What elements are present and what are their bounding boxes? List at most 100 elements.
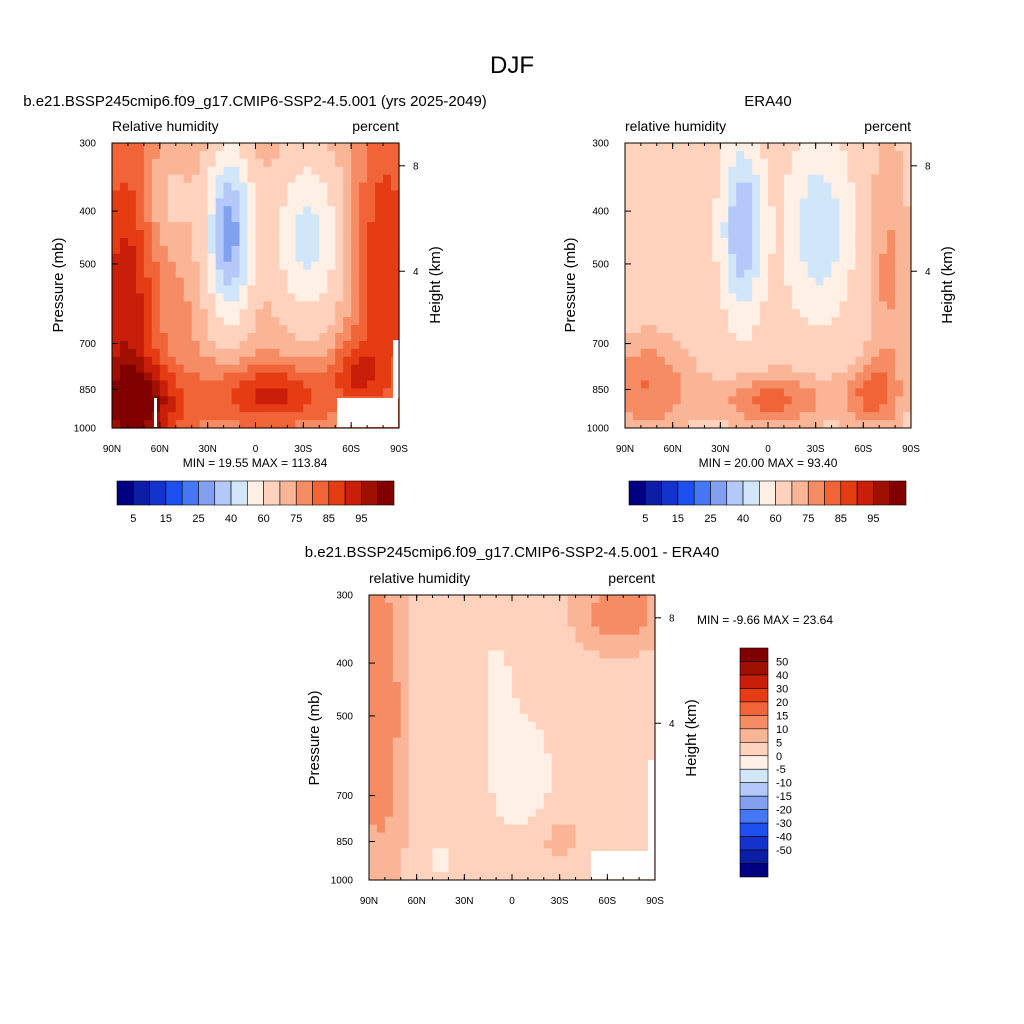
contour-cell [440, 816, 450, 826]
contour-cell [199, 206, 209, 215]
contour-cell [791, 230, 801, 239]
contour-cell [151, 206, 161, 215]
contour-cell [752, 150, 761, 160]
contour-cell [215, 309, 225, 318]
contour-cell [760, 214, 769, 223]
contour-cell [736, 158, 745, 168]
contour-cell [712, 301, 721, 310]
contour-cell [335, 182, 344, 192]
panel-title: b.e21.BSSP245cmip6.f09_g17.CMIP6-SSP2-4.… [305, 544, 719, 561]
contour-cell [512, 872, 521, 881]
contour-cell [631, 785, 640, 794]
contour-cell [720, 190, 729, 200]
contour-cell [615, 832, 624, 842]
contour-cell [239, 277, 249, 287]
contour-cell [720, 214, 729, 223]
contour-cell [720, 230, 729, 239]
contour-cell [231, 380, 241, 390]
contour-cell [384, 682, 394, 691]
contour-cell [527, 658, 537, 667]
contour-cell [359, 143, 368, 152]
contour-cell [175, 174, 185, 184]
contour-cell [127, 412, 137, 421]
contour-cell [760, 230, 769, 239]
contour-cell [231, 166, 241, 176]
contour-cell [768, 158, 777, 168]
contour-cell [728, 143, 737, 152]
contour-cell [895, 269, 904, 279]
contour-cell [376, 721, 386, 731]
contour-cell [279, 253, 288, 263]
contour-cell [728, 412, 737, 421]
contour-cell [847, 245, 856, 255]
contour-cell [887, 348, 896, 358]
contour-cell [255, 372, 265, 382]
contour-cell [359, 309, 368, 318]
contour-cell [151, 372, 161, 382]
contour-cell [383, 317, 392, 326]
contour-cell [768, 388, 777, 397]
contour-cell [400, 840, 410, 849]
contour-cell [512, 721, 521, 731]
contour-cell [263, 364, 273, 374]
contour-cell [392, 666, 402, 675]
contour-cell [863, 388, 872, 397]
contour-cell [488, 721, 497, 731]
contour-cell [287, 309, 296, 318]
contour-cell [127, 301, 137, 310]
contour-cell [688, 364, 698, 374]
contour-cell [783, 269, 793, 279]
contour-cell [720, 182, 729, 192]
contour-cell [656, 222, 666, 231]
contour-cell [648, 253, 658, 263]
contour-cell [351, 293, 360, 302]
contour-cell [760, 420, 769, 429]
contour-cell [183, 364, 193, 374]
contour-cell [375, 364, 384, 374]
contour-cell [279, 372, 288, 382]
contour-cell [575, 848, 585, 857]
contour-cell [223, 340, 233, 350]
contour-cell [207, 166, 217, 176]
contour-cell [464, 872, 473, 881]
contour-cell [223, 388, 233, 397]
contour-cell [383, 380, 392, 390]
x-tick-label: 60S [598, 896, 616, 907]
contour-cell [639, 682, 648, 691]
contour-cell [696, 340, 706, 350]
contour-cell [367, 301, 376, 310]
contour-cell [319, 356, 328, 366]
contour-cell [448, 713, 457, 723]
contour-cell [231, 277, 241, 287]
contour-cell [680, 245, 690, 255]
contour-cell [375, 253, 384, 263]
contour-cell [543, 650, 553, 659]
contour-cell [648, 412, 658, 421]
contour-cell [744, 214, 753, 223]
contour-cell [871, 325, 880, 334]
contour-cell [480, 872, 489, 881]
contour-cell [903, 182, 912, 192]
contour-cell [255, 143, 265, 152]
contour-cell [648, 325, 658, 334]
contour-cell [416, 840, 426, 849]
y-tick-label: 400 [592, 207, 609, 218]
contour-cell [791, 317, 801, 326]
contour-cell [744, 253, 753, 263]
contour-cell [648, 238, 658, 247]
contour-cell [720, 380, 729, 390]
contour-cell [648, 420, 658, 429]
contour-cell [656, 301, 666, 310]
contour-cell [623, 642, 632, 652]
contour-cell [543, 666, 553, 675]
contour-cell [369, 808, 378, 818]
contour-cell [295, 158, 304, 168]
contour-cell [143, 198, 153, 207]
contour-cell [535, 721, 545, 731]
contour-cell [791, 269, 801, 279]
contour-cell [464, 650, 473, 659]
contour-cell [424, 777, 434, 786]
contour-cell [392, 729, 402, 739]
contour-cell [271, 214, 281, 223]
contour-cell [855, 182, 864, 192]
